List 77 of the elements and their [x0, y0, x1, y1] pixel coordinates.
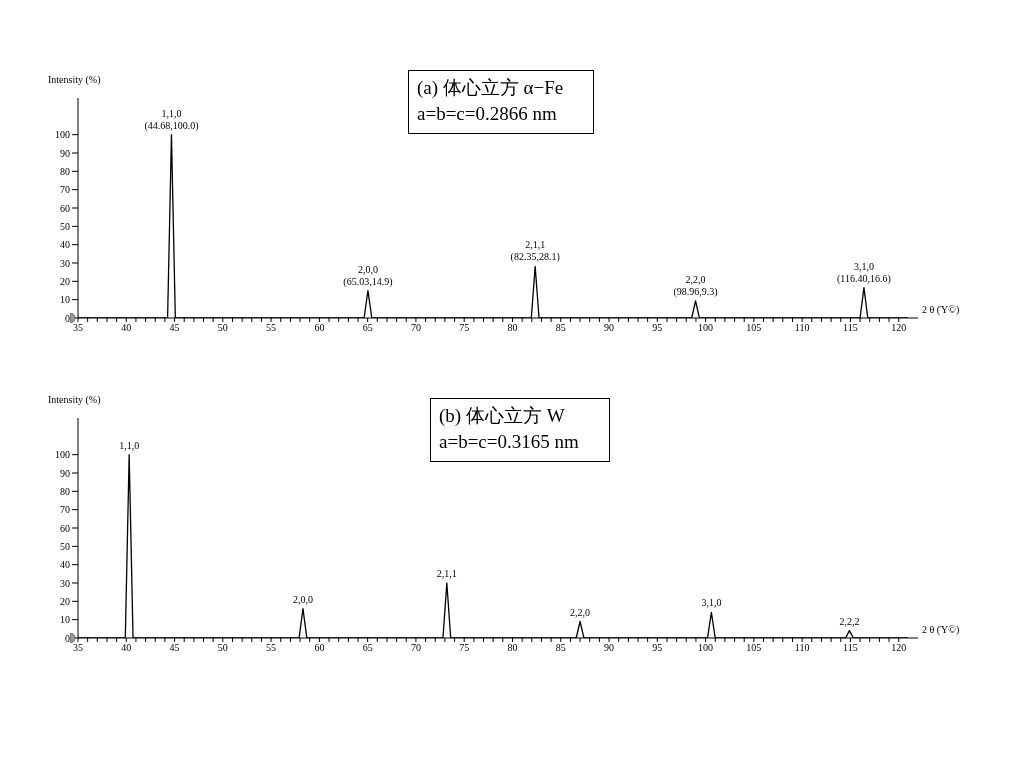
y-tick-label: 100	[55, 129, 70, 141]
y-axis-title: Intensity (%)	[48, 74, 101, 85]
y-axis-title: Intensity (%)	[48, 394, 101, 405]
x-tick-label: 70	[410, 322, 421, 334]
x-tick-label: 75	[459, 322, 470, 334]
annotation: 1,1,0 (44.68,100.0)	[144, 107, 199, 132]
y-tick-label: 20	[60, 595, 70, 607]
y-tick-label: 20	[60, 275, 70, 287]
x-tick-label: 50	[217, 322, 228, 334]
y-tick-label: 90	[60, 147, 70, 159]
x-tick-label: 75	[459, 642, 470, 654]
annotation: 2,0,0 (65.03,14.9)	[343, 263, 393, 288]
y-tick-label: 0	[65, 632, 70, 644]
annotation: 2,1,1	[436, 568, 457, 579]
x-tick-label: 95	[652, 642, 663, 654]
y-tick-label: 40	[60, 239, 70, 251]
y-tick-label: 70	[60, 504, 70, 516]
x-tick-label: 80	[507, 322, 518, 334]
annotation: 3,1,0 (116.40,16.6)	[837, 260, 891, 285]
x-tick-label: 60	[314, 642, 325, 654]
y-tick-label: 40	[60, 559, 70, 571]
y-tick-label: 60	[60, 522, 70, 534]
y-tick-label: 50	[60, 220, 70, 232]
x-tick-label: 105	[746, 642, 762, 654]
x-tick-label: 40	[121, 322, 132, 334]
annotation: a=b=c=0.2866 nm	[417, 102, 558, 126]
x-tick-label: 85	[555, 322, 566, 334]
y-tick-label: 70	[60, 184, 70, 196]
x-axis-title: 2 θ (Ύ©)	[922, 304, 960, 315]
x-tick-label: 90	[604, 642, 615, 654]
y-tick-label: 90	[60, 467, 70, 479]
y-tick-label: 30	[60, 577, 70, 589]
x-tick-label: 40	[121, 642, 132, 654]
x-tick-label: 45	[169, 322, 180, 334]
x-tick-label: 65	[362, 642, 373, 654]
y-tick-label: 0	[65, 312, 70, 324]
y-tick-label: 30	[60, 257, 70, 269]
x-tick-label: 115	[843, 642, 858, 654]
x-tick-label: 110	[794, 642, 810, 654]
x-tick-label: 95	[652, 322, 663, 334]
x-tick-label: 85	[555, 642, 566, 654]
x-tick-label: 90	[604, 322, 615, 334]
x-tick-label: 35	[73, 322, 83, 334]
annotation: 2,2,2	[839, 615, 860, 627]
annotation: 2,1,1 (82.35,28.1)	[510, 239, 560, 264]
x-tick-label: 60	[314, 322, 325, 334]
x-tick-label: 110	[794, 322, 810, 334]
y-tick-label: 80	[60, 165, 70, 177]
y-tick-label: 60	[60, 202, 70, 214]
annotation: 2,0,0	[292, 593, 313, 605]
x-tick-label: 55	[266, 642, 277, 654]
annotation: 3,1,0	[701, 597, 722, 609]
x-tick-label: 120	[891, 642, 907, 654]
x-tick-label: 35	[73, 642, 83, 654]
annotation: 1,1,0	[119, 439, 140, 451]
x-tick-label: 115	[843, 322, 858, 334]
annotation: 2,2,0 (98.96,9.3)	[673, 273, 718, 298]
y-tick-label: 50	[60, 540, 70, 552]
x-tick-label: 65	[362, 322, 373, 334]
x-tick-label: 70	[410, 642, 421, 654]
y-tick-label: 100	[55, 449, 70, 461]
y-tick-label: 10	[60, 614, 70, 626]
x-tick-label: 80	[507, 642, 518, 654]
annotation: (b) 体心立方 W	[439, 404, 566, 428]
x-tick-label: 45	[169, 642, 180, 654]
annotation: 2,2,0	[570, 606, 591, 618]
annotation: a=b=c=0.3165 nm	[439, 430, 579, 454]
x-tick-label: 100	[698, 642, 714, 654]
text: (a) 体心立方 α−Fe	[417, 76, 564, 100]
x-tick-label: 120	[891, 322, 907, 334]
x-tick-label: 55	[266, 322, 277, 334]
y-tick-label: 10	[60, 294, 70, 306]
x-tick-label: 50	[217, 642, 228, 654]
x-tick-label: 100	[698, 322, 714, 334]
y-tick-label: 80	[60, 485, 70, 497]
x-axis-title: 2 θ (Ύ©)	[922, 624, 960, 635]
x-tick-label: 105	[746, 322, 762, 334]
